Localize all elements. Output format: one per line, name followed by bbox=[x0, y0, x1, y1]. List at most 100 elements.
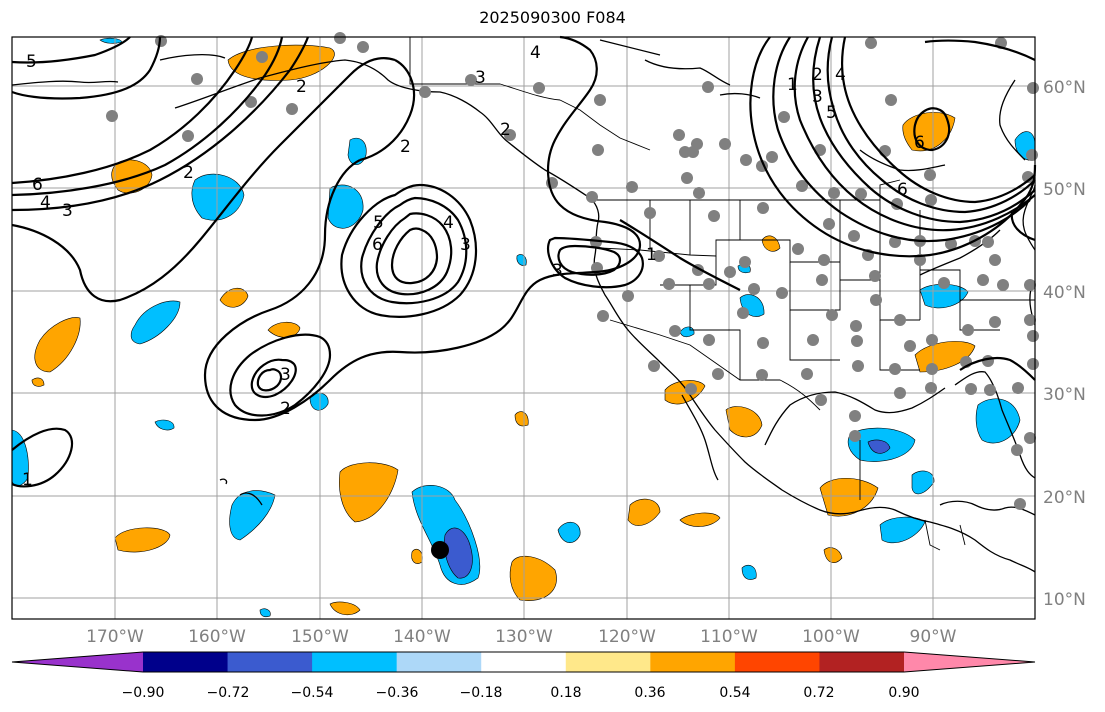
contour-label: 2 bbox=[280, 399, 291, 419]
contour-label: 3 bbox=[280, 365, 291, 385]
colorbar-segment bbox=[904, 652, 1035, 672]
contour-label: 2 bbox=[400, 137, 411, 157]
station-dots bbox=[106, 32, 1039, 510]
contour-label: 4 bbox=[443, 213, 454, 233]
colorbar-segment bbox=[650, 652, 736, 672]
contour-label: 2 bbox=[500, 120, 511, 140]
contour-label: 3 bbox=[552, 261, 563, 281]
colorbar-tick: −0.90 bbox=[122, 685, 165, 701]
contour-label: 4 bbox=[530, 43, 541, 63]
positive-patch bbox=[509, 555, 557, 601]
colorbar-tick-labels: −0.90 −0.72 −0.54 −0.36 −0.18 0.18 0.36 … bbox=[122, 685, 920, 701]
contour-labels: 5 4 3 6 2 6 5 4 3 2 3 2 3 1 4 3 2 2 1 2 … bbox=[22, 43, 925, 490]
latitude-label: 20°N bbox=[1043, 488, 1086, 508]
contour-label: 2 bbox=[183, 163, 194, 183]
contour-label: 1 bbox=[646, 245, 657, 265]
colorbar-segment bbox=[396, 652, 482, 672]
colorbar-tick: 0.54 bbox=[719, 685, 750, 701]
contour-label: 5 bbox=[826, 103, 837, 123]
negative-patch bbox=[911, 470, 935, 495]
colorbar-segment bbox=[143, 652, 229, 672]
anomaly-patches bbox=[11, 37, 1036, 618]
colorbar-tick: −0.54 bbox=[291, 685, 334, 701]
contour-label: 3 bbox=[475, 68, 486, 88]
positive-patch bbox=[339, 462, 399, 523]
positive-patch bbox=[725, 406, 763, 438]
negative-patch bbox=[259, 608, 271, 618]
colorbar-segment bbox=[312, 652, 398, 672]
colorbar-segment bbox=[734, 652, 820, 672]
latitude-label: 40°N bbox=[1043, 283, 1086, 303]
positive-patch bbox=[823, 547, 843, 563]
contour-label: 6 bbox=[897, 180, 908, 200]
contour-label: 3 bbox=[62, 201, 73, 221]
storm-center-marker bbox=[431, 541, 449, 559]
latitude-label: 60°N bbox=[1043, 78, 1086, 98]
latitude-label: 30°N bbox=[1043, 385, 1086, 405]
negative-patch bbox=[975, 398, 1021, 444]
longitude-label: 120°W bbox=[598, 627, 656, 647]
positive-patch bbox=[411, 549, 423, 564]
longitude-label: 160°W bbox=[188, 627, 246, 647]
positive-patch bbox=[819, 478, 879, 517]
positive-patch bbox=[329, 601, 361, 616]
contour-lines bbox=[11, 35, 1037, 488]
positive-patch bbox=[627, 498, 661, 526]
strong-negative-patch bbox=[867, 439, 891, 454]
contour-label: 5 bbox=[26, 52, 37, 72]
positive-patch bbox=[34, 317, 81, 373]
contour-label: 3 bbox=[460, 235, 471, 255]
colorbar-outline bbox=[11, 651, 1036, 673]
negative-patch bbox=[347, 137, 367, 166]
longitude-label: 140°W bbox=[393, 627, 451, 647]
negative-patch bbox=[557, 522, 581, 543]
colorbar-tick: 0.90 bbox=[888, 685, 919, 701]
positive-patch bbox=[31, 377, 45, 387]
positive-patch bbox=[114, 527, 171, 553]
contour-label: 1 bbox=[22, 470, 33, 490]
latitude-label: 10°N bbox=[1043, 590, 1086, 610]
negative-patch bbox=[919, 283, 969, 309]
negative-patch bbox=[229, 490, 276, 541]
negative-patch bbox=[130, 300, 181, 345]
negative-patch bbox=[741, 565, 757, 580]
contour-label: 2 bbox=[812, 65, 823, 85]
longitude-label: 150°W bbox=[291, 627, 349, 647]
negative-patch bbox=[11, 429, 29, 487]
positive-patch bbox=[267, 321, 301, 338]
colorbar-tick: −0.18 bbox=[460, 685, 503, 701]
negative-patch bbox=[309, 392, 329, 411]
longitude-label: 170°W bbox=[86, 627, 144, 647]
longitude-label: 110°W bbox=[700, 627, 758, 647]
latitude-axis-labels: 60°N 50°N 40°N 30°N 20°N 10°N bbox=[1043, 78, 1086, 610]
contour-label: 4 bbox=[40, 193, 51, 213]
colorbar-tick: −0.72 bbox=[207, 685, 250, 701]
chart-title: 2025090300 F084 bbox=[479, 8, 626, 27]
colorbar-tick: −0.36 bbox=[376, 685, 419, 701]
contour-label: 5 bbox=[373, 213, 384, 233]
colorbar-segment bbox=[819, 652, 905, 672]
latitude-label: 50°N bbox=[1043, 180, 1086, 200]
contour-label: 2 bbox=[296, 77, 307, 97]
contour-label: 6 bbox=[914, 133, 925, 153]
longitude-axis-labels: 170°W 160°W 150°W 140°W 130°W 120°W 110°… bbox=[86, 627, 957, 647]
positive-patch bbox=[679, 512, 721, 527]
positive-patch bbox=[514, 411, 529, 427]
negative-patch bbox=[679, 326, 695, 338]
longitude-label: 100°W bbox=[802, 627, 860, 647]
negative-patch bbox=[327, 184, 364, 229]
plot-frame bbox=[11, 36, 1036, 620]
contour-label: 4 bbox=[835, 65, 846, 85]
strong-negative-patch bbox=[443, 527, 473, 579]
colorbar-tick: 0.36 bbox=[634, 685, 665, 701]
negative-patch bbox=[191, 173, 245, 221]
longitude-label: 130°W bbox=[495, 627, 553, 647]
colorbar-tick: 0.18 bbox=[550, 685, 581, 701]
contour-label: 6 bbox=[372, 235, 383, 255]
contour-label: 6 bbox=[32, 175, 43, 195]
colorbar bbox=[11, 651, 1036, 673]
contour-label: 3 bbox=[812, 87, 823, 107]
colorbar-segment bbox=[227, 652, 313, 672]
negative-patch bbox=[154, 419, 175, 431]
